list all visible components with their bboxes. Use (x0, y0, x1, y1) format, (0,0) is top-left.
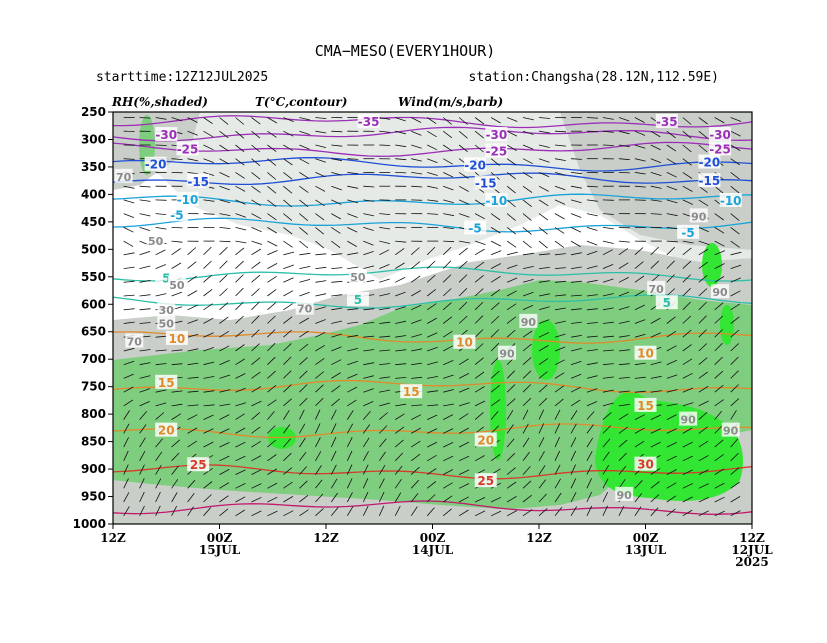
y-tick-label: 450 (81, 215, 106, 229)
rh-label: 90 (521, 316, 537, 329)
rh-label: 90 (691, 210, 707, 223)
header-rh: RH(%,shaded) (111, 95, 208, 109)
x-tick-label: 2025 (735, 555, 768, 569)
y-tick-label: 900 (81, 462, 106, 476)
rh-label: 90 (499, 348, 515, 361)
y-tick-label: 800 (81, 407, 106, 421)
wind-barb (156, 145, 167, 146)
rh-label: 70 (116, 171, 132, 184)
contour-label: 20 (158, 424, 175, 438)
rh-label: 90 (712, 286, 728, 299)
y-tick-label: 850 (81, 435, 106, 449)
start-time: starttime:12Z12JUL2025 (96, 70, 268, 85)
contour-label: 5 (354, 293, 362, 307)
contour-label: -30 (486, 128, 508, 142)
contour-label: -5 (170, 208, 183, 222)
rh-label: 70 (127, 336, 143, 349)
contour-label: -15 (187, 175, 209, 189)
header-wind: Wind(m/s,barb) (398, 95, 503, 109)
y-tick-label: 400 (81, 187, 106, 201)
y-tick-label: 300 (81, 132, 106, 146)
contour-label: -30 (709, 128, 731, 142)
rh-label: 50 (148, 235, 164, 248)
wind-barb (395, 227, 406, 228)
contour-label: 5 (663, 296, 671, 310)
rh-label: 50 (350, 271, 366, 284)
contour-label: -20 (145, 158, 167, 172)
chart-title: CMA−MESO(EVERY1HOUR) (315, 42, 496, 60)
wind-barb (379, 145, 390, 146)
rh-region-bright-green-3 (532, 320, 560, 380)
y-tick-label: 700 (81, 352, 106, 366)
x-tick-label: 12Z (526, 531, 552, 545)
station-label: station:Changsha(28.12N,112.59E) (469, 70, 719, 85)
y-tick-label: 1000 (73, 517, 106, 531)
contour-label: -10 (177, 193, 199, 207)
x-tick-label: 12Z (313, 531, 339, 545)
x-tick-label: 13JUL (625, 543, 667, 557)
contour-label: -10 (720, 194, 742, 208)
y-tick-label: 350 (81, 160, 106, 174)
y-tick-label: 950 (81, 490, 106, 504)
rh-label: 90 (680, 414, 696, 427)
rh-region-bright-green-6 (720, 305, 734, 345)
contour-label: 10 (456, 336, 473, 350)
rh-label: 50 (169, 279, 185, 292)
x-tick-label: 12Z (100, 531, 126, 545)
contour-label: 15 (158, 376, 175, 390)
contour-label: -35 (358, 115, 380, 129)
rh-label: 90 (617, 489, 633, 502)
contour-label: -5 (468, 221, 481, 235)
rh-label: 70 (648, 283, 664, 296)
contour-label: -25 (709, 142, 731, 156)
contour-label: 20 (477, 434, 494, 448)
x-tick-label: 14JUL (412, 543, 454, 557)
contour-label: -5 (681, 226, 694, 240)
contour-label: 30 (637, 458, 654, 472)
y-tick-label: 650 (81, 325, 106, 339)
contour-label: -15 (475, 176, 497, 190)
y-tick-label: 550 (81, 270, 106, 284)
contour-label: -20 (464, 158, 486, 172)
contour-label: 25 (477, 474, 494, 488)
y-tick-label: 250 (81, 105, 106, 119)
rh-label: 50 (159, 317, 175, 330)
contour-label: 25 (190, 458, 207, 472)
rh-label: 90 (723, 425, 739, 438)
wind-barb (603, 145, 614, 146)
x-tick-label: 15JUL (199, 543, 241, 557)
contour-label: -20 (699, 156, 721, 170)
rh-label: 30 (159, 304, 175, 317)
header-temperature: T(°C,contour) (255, 95, 347, 109)
plot-area: -35-35-30-30-30-25-25-25-20-20-20-15-15-… (113, 112, 752, 524)
contour-label: -25 (177, 142, 199, 156)
contour-label: 10 (169, 332, 186, 346)
contour-label: 15 (403, 385, 420, 399)
contour-label: -30 (155, 128, 177, 142)
contour-label: -15 (699, 174, 721, 188)
wind-barb (172, 227, 183, 228)
y-tick-label: 600 (81, 297, 106, 311)
contour-label: 15 (637, 399, 654, 413)
y-tick-label: 500 (81, 242, 106, 256)
contour-label: 10 (637, 347, 654, 361)
contour-label: -25 (486, 145, 508, 159)
y-tick-label: 750 (81, 380, 106, 394)
wind-barb (619, 172, 630, 173)
contour-label: -10 (486, 194, 508, 208)
rh-label: 70 (297, 303, 313, 316)
wind-barb (395, 172, 406, 173)
contour-label: -35 (656, 115, 678, 129)
